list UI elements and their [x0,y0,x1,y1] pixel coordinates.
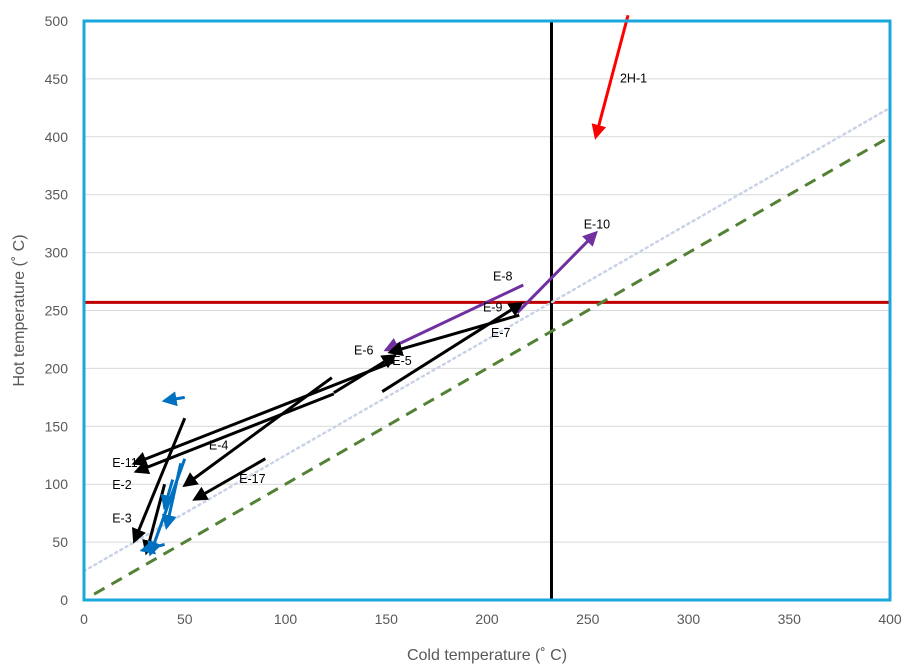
arrow-e-10 [516,230,598,314]
y-tick-label: 500 [45,13,69,29]
arrow-label: E-9 [483,301,503,315]
arrow-label: E-3 [112,511,131,525]
x-tick-label: 200 [475,611,499,627]
arrow-2h-1 [591,14,630,140]
plot-area-border [82,19,892,602]
x-tick-label: 350 [778,611,802,627]
arrow-e-2 [131,417,187,544]
arrow-e-9 [387,313,520,357]
arrow-e-6 [131,360,395,466]
y-tick-label: 350 [45,187,69,203]
y-tick-label: 250 [45,303,69,319]
arrow-label: E-17 [239,472,265,486]
arrow-label: 2H-1 [620,71,647,85]
arrow-e-17 [192,457,267,501]
process-arrows [131,14,630,557]
plot-frame [82,19,892,602]
x-tick-label: 250 [576,611,600,627]
tick-labels: 0 50 100 150 200 250 300 350 400 0 50 100 150 200 250 3… [45,13,902,627]
arrow-e-7 [381,301,524,393]
arrow-label: E-7 [491,326,511,340]
arrow-unlabeled [161,391,186,407]
arrow-label: E-6 [354,344,374,358]
arrow-e-8 [383,283,524,352]
y-tick-label: 100 [45,476,69,492]
y-tick-label: 50 [52,534,68,550]
arrow-label: E-8 [493,269,513,283]
y-tick-label: 300 [45,245,69,261]
arrow-label: E-11 [112,456,138,470]
arrow-e-4 [182,376,333,488]
dotted-diagonal-line [82,106,892,573]
arrow-label: E-10 [584,217,610,231]
x-tick-label: 100 [274,611,298,627]
x-tick-label: 300 [677,611,701,627]
arrow-label: E-2 [112,478,131,492]
arrow-unlabeled [139,539,165,555]
x-tick-label: 0 [80,611,88,627]
arrow-label: E-4 [209,438,229,452]
x-tick-label: 150 [375,611,399,627]
y-axis-title: Hot temperature (˚ C) [11,234,28,386]
y-tick-label: 200 [45,360,69,376]
y-tick-label: 450 [45,71,69,87]
x-tick-label: 50 [177,611,193,627]
arrow-unlabeled [160,479,176,511]
y-tick-label: 0 [60,592,68,608]
arrow-e-11 [133,392,335,475]
arrow-label: E-5 [392,354,412,368]
x-tick-label: 400 [878,611,902,627]
y-tick-label: 150 [45,418,69,434]
y-tick-label: 400 [45,129,69,145]
x-axis-title: Cold temperature (˚ C) [407,647,567,664]
arrow-labels: 2H-1 E-10 E-8 E-9 E-7 E-6 E-5 E-4 E-11 E-2 E-17 E-3 [112,71,647,525]
dashed-diagonal-line [93,135,891,596]
